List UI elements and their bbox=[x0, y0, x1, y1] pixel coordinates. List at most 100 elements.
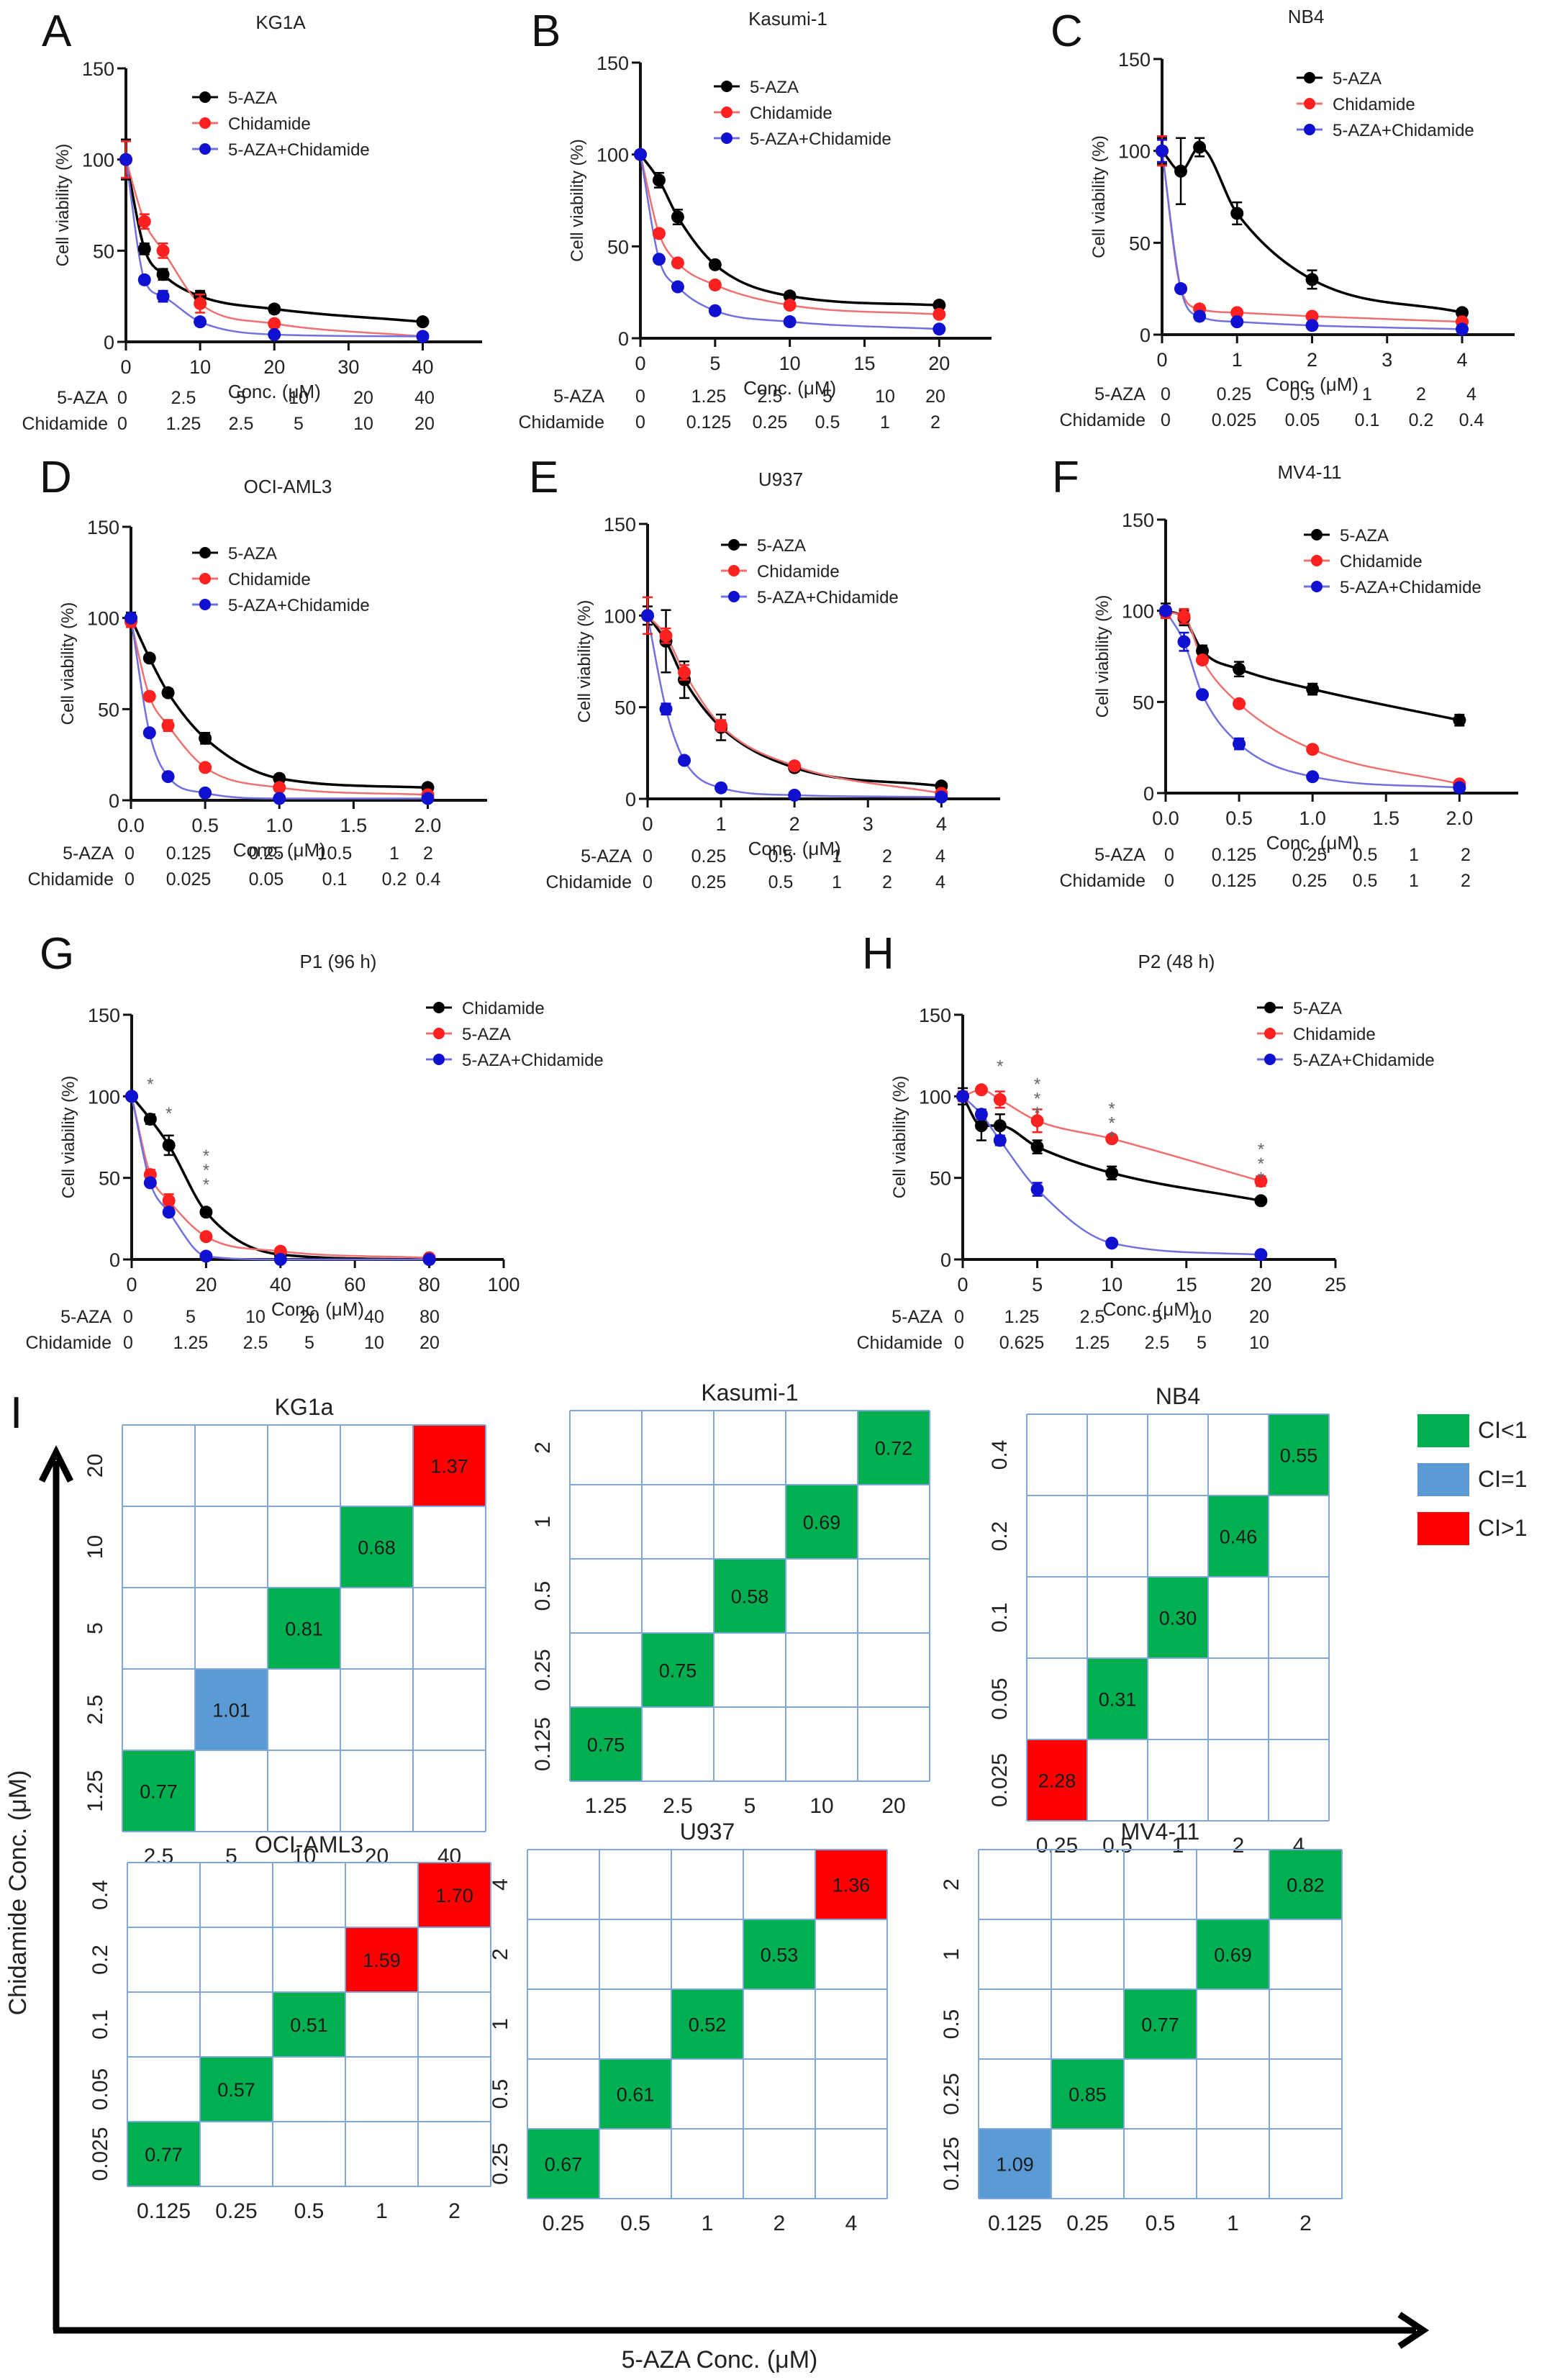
ci-value: 0.67 bbox=[545, 2154, 583, 2176]
ci-value: 0.30 bbox=[1159, 1608, 1197, 1629]
heatmap-y-label: 20 bbox=[83, 1454, 107, 1478]
ci-cell bbox=[979, 2129, 1051, 2199]
x-axis-label: Conc. (μM) bbox=[271, 1298, 364, 1320]
conc-value: 10 bbox=[875, 386, 895, 407]
data-point bbox=[1030, 1140, 1044, 1154]
y-tick-label: 100 bbox=[596, 145, 629, 166]
data-point bbox=[1453, 713, 1466, 727]
legend-label: 5-AZA bbox=[1293, 999, 1342, 1018]
data-point bbox=[161, 770, 175, 784]
heatmap-x-label: 10 bbox=[292, 1845, 316, 1868]
conc-row-label: Chidamide bbox=[1059, 410, 1145, 430]
ci-cell bbox=[418, 1863, 491, 1927]
legend-label: 5-AZA+Chidamide bbox=[757, 588, 899, 607]
data-point bbox=[1030, 1182, 1044, 1196]
conc-value: 5 bbox=[1197, 1333, 1207, 1353]
conc-value: 0.25 bbox=[249, 843, 284, 864]
data-point bbox=[1105, 1236, 1119, 1250]
heatmap-x-label: 1 bbox=[702, 2212, 714, 2235]
heatmap-x-label: 1 bbox=[1172, 1834, 1184, 1858]
ci-value: 0.53 bbox=[761, 1945, 799, 1966]
ci-cell bbox=[1051, 2059, 1124, 2129]
heatmap-y-label: 0.5 bbox=[940, 2009, 963, 2040]
conc-row-label: 5-AZA bbox=[57, 388, 108, 408]
x-tick-label: 40 bbox=[412, 356, 433, 378]
data-point bbox=[161, 719, 175, 733]
y-tick-label: 100 bbox=[604, 605, 636, 627]
conc-value: 0.25 bbox=[691, 846, 727, 867]
ci-swatch-lt1 bbox=[1417, 1414, 1469, 1447]
conc-value: 4 bbox=[935, 872, 945, 892]
heatmap-x-label: 0.5 bbox=[294, 2199, 325, 2223]
data-point bbox=[783, 315, 797, 329]
data-point bbox=[422, 1253, 436, 1266]
conc-value: 1 bbox=[832, 846, 842, 867]
heatmap-x-label: 10 bbox=[809, 1794, 833, 1818]
data-point bbox=[1233, 697, 1246, 710]
ci-cell bbox=[786, 1485, 858, 1559]
fit-curve-chidamide bbox=[1165, 611, 1460, 785]
data-point bbox=[137, 242, 151, 255]
y-tick-label: 100 bbox=[919, 1086, 951, 1108]
heatmap-y-label: 0.4 bbox=[89, 1880, 112, 1910]
conc-value: 0.125 bbox=[686, 412, 732, 433]
heatmap-y-label: 0.1 bbox=[89, 2009, 112, 2040]
conc-value: 2.5 bbox=[758, 386, 783, 407]
x-axis-label: Conc. (μM) bbox=[1266, 832, 1359, 854]
conc-value: 0.2 bbox=[1409, 410, 1434, 430]
y-tick-label: 0 bbox=[109, 1249, 120, 1271]
ci-value: 1.37 bbox=[430, 1456, 468, 1478]
legend-marker bbox=[433, 1002, 445, 1013]
data-point bbox=[273, 1253, 287, 1266]
heatmap-title: OCI-AML3 bbox=[255, 1832, 363, 1858]
conc-value: 20 bbox=[414, 414, 435, 434]
y-tick-label: 50 bbox=[1133, 692, 1154, 713]
chart-title: Kasumi-1 bbox=[748, 8, 827, 30]
x-tick-label: 0 bbox=[120, 356, 131, 378]
x-tick-label: 30 bbox=[337, 356, 359, 378]
data-point bbox=[671, 256, 684, 270]
legend-label: Chidamide bbox=[1340, 552, 1423, 571]
heatmap-x-label: 0.25 bbox=[215, 2199, 257, 2223]
data-point bbox=[1305, 319, 1319, 332]
x-tick-label: 1.0 bbox=[1299, 807, 1326, 829]
y-tick-label: 50 bbox=[614, 697, 636, 719]
conc-value: 2 bbox=[882, 872, 892, 892]
data-point bbox=[671, 280, 684, 294]
ci-cell bbox=[268, 1588, 340, 1669]
ci-value: 1.09 bbox=[996, 2154, 1034, 2176]
x-tick-label: 3 bbox=[1382, 349, 1392, 371]
heatmap-title: U937 bbox=[680, 1819, 735, 1845]
heatmap-y-label: 1 bbox=[940, 1948, 963, 1960]
data-point bbox=[194, 315, 207, 329]
conc-value: 0.125 bbox=[1212, 845, 1257, 865]
x-tick-label: 20 bbox=[928, 353, 950, 374]
fit-curve-5-aza-chidamide bbox=[1161, 150, 1463, 330]
heatmap-y-label: 0.25 bbox=[531, 1649, 555, 1691]
conc-row-label: 5-AZA bbox=[1094, 384, 1145, 404]
data-point bbox=[421, 792, 435, 805]
conc-value: 1 bbox=[1362, 384, 1372, 404]
legend-label: 5-AZA bbox=[228, 89, 277, 108]
fit-curve-5-aza bbox=[124, 159, 423, 323]
ci-value: 0.81 bbox=[285, 1619, 323, 1640]
ci-value: 0.58 bbox=[731, 1586, 769, 1608]
conc-value: 2.5 bbox=[1145, 1333, 1170, 1353]
data-point bbox=[1177, 610, 1191, 623]
x-tick-label: 25 bbox=[1325, 1274, 1346, 1295]
data-point bbox=[1177, 635, 1191, 648]
ci-cell bbox=[743, 1919, 815, 1989]
data-point bbox=[199, 731, 212, 745]
data-point bbox=[125, 1090, 138, 1103]
legend-marker bbox=[1304, 98, 1315, 109]
heatmap-x-label: 2.5 bbox=[663, 1794, 693, 1818]
y-tick-label: 0 bbox=[109, 790, 119, 812]
heatmap-x-label: 0.25 bbox=[1066, 2212, 1108, 2235]
y-tick-label: 0 bbox=[940, 1249, 951, 1271]
conc-value: 0 bbox=[117, 388, 127, 408]
legend-marker bbox=[1304, 72, 1315, 83]
y-axis-label: Cell viability (%) bbox=[568, 139, 587, 262]
panel-letter-h: H bbox=[862, 929, 894, 979]
ci-value: 2.28 bbox=[1038, 1770, 1076, 1792]
heatmap-x-label: 0.125 bbox=[988, 2212, 1042, 2235]
